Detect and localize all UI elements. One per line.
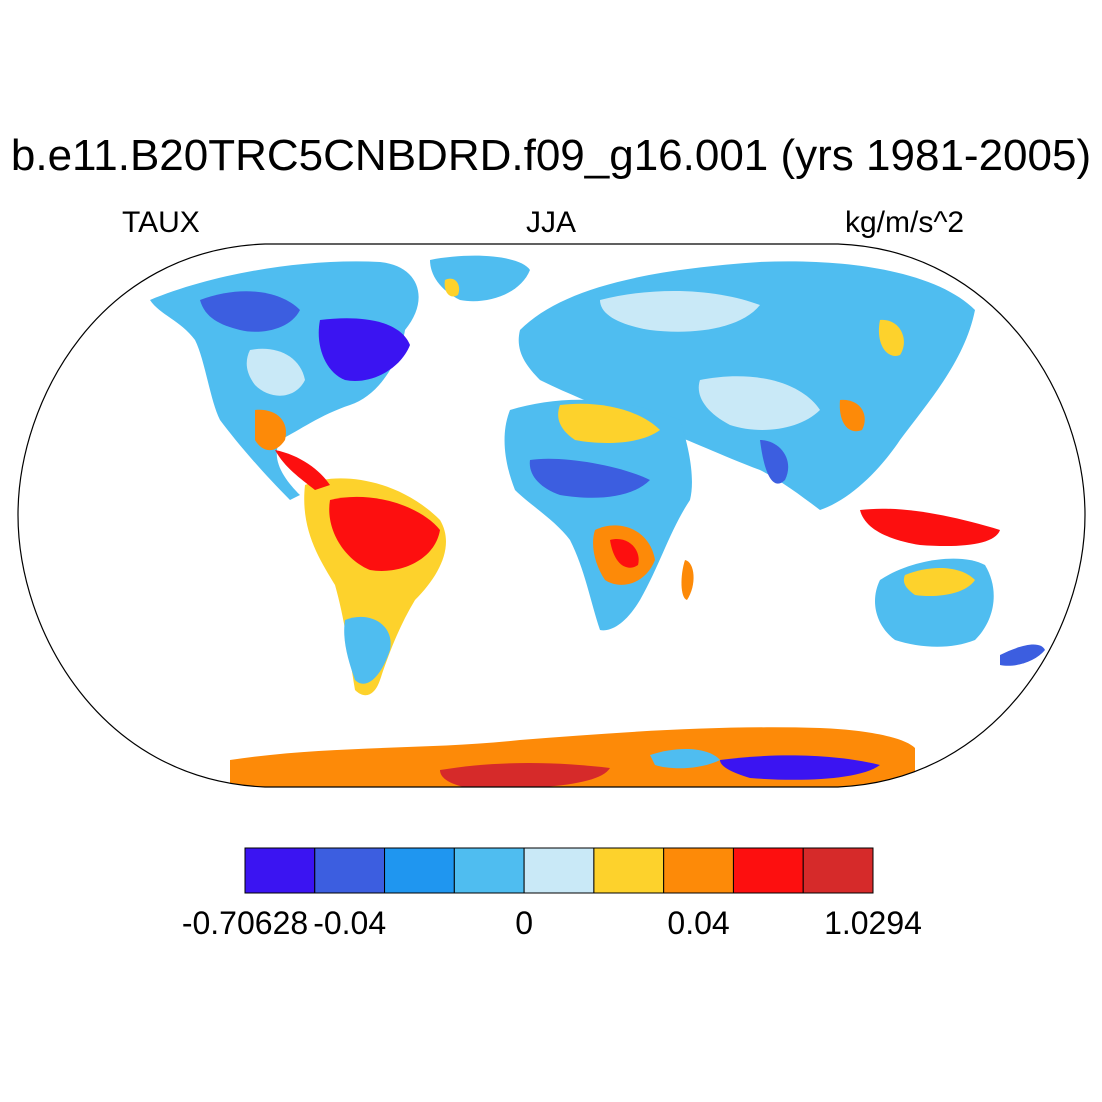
colorbar-label-3: 0.04: [667, 905, 730, 941]
sahara-yellow: [558, 403, 660, 443]
colorbar-swatch-4: [523, 847, 595, 894]
tibet-orange: [839, 399, 865, 432]
colorbar-swatch-6: [663, 847, 734, 894]
colorbar-swatch-3: [453, 847, 525, 894]
mexico-orange: [255, 409, 286, 451]
season-label: JJA: [525, 206, 576, 239]
colorbar-swatch-0: [244, 847, 316, 894]
patagonia-blue: [344, 616, 391, 684]
greenland-yellow: [444, 278, 460, 297]
southern-africa-red: [610, 539, 639, 568]
colorbar-swatch-2: [384, 847, 455, 894]
east-asia-yellow: [878, 319, 904, 356]
colorbar-label-0: -0.70628: [181, 905, 309, 941]
australia-yellow: [903, 568, 975, 597]
colorbar-label-2: 0: [515, 905, 534, 941]
siberia-light: [600, 290, 760, 332]
eastern-us-deep: [318, 318, 410, 381]
indonesia-red: [860, 508, 1000, 547]
central-america-red: [275, 450, 330, 490]
amazon-red: [329, 496, 440, 571]
land-field: [150, 255, 1045, 787]
colorbar-swatch-1: [314, 847, 386, 894]
antarctica-blue-band: [720, 755, 880, 780]
colorbar-swatch-5: [593, 847, 665, 894]
central-asia-light: [698, 376, 820, 430]
colorbar-swatch-7: [732, 847, 804, 894]
great-plains-light: [246, 348, 305, 396]
units-label: kg/m/s^2: [845, 206, 965, 239]
variable-label: TAUX: [122, 206, 200, 239]
antarctica-light-band: [650, 748, 720, 769]
india-blue: [760, 440, 789, 484]
colorbar-label-4: 1.0294: [824, 905, 922, 941]
map-outline: [17, 243, 1086, 788]
colorbar-label-1: -0.04: [313, 905, 387, 941]
colorbar-swatch-8: [802, 847, 874, 894]
plot-title: b.e11.B20TRC5CNBDRD.f09_g16.001 (yrs 198…: [10, 131, 1092, 180]
madagascar-land: [681, 560, 694, 600]
alaska-canada-blue: [200, 291, 300, 332]
new-zealand-land: [1000, 644, 1045, 666]
antarctica-red-band: [440, 763, 610, 787]
sahel-blue: [529, 458, 650, 498]
